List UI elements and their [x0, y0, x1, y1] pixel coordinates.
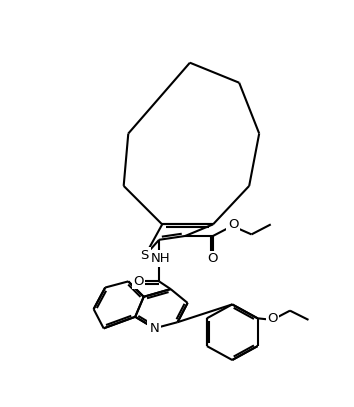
Text: S: S [140, 249, 149, 262]
Text: NH: NH [151, 252, 170, 265]
Text: O: O [207, 252, 217, 265]
Text: O: O [267, 312, 278, 325]
Text: O: O [228, 218, 238, 231]
Text: O: O [133, 275, 144, 288]
Text: N: N [150, 322, 159, 335]
